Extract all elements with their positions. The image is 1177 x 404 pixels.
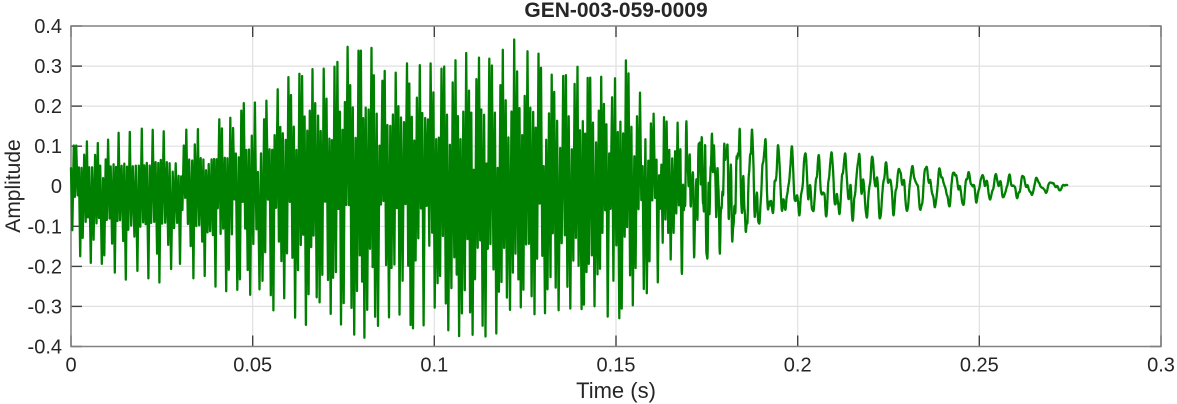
svg-text:-0.3: -0.3	[28, 296, 62, 318]
svg-text:-0.4: -0.4	[28, 337, 62, 359]
svg-text:0.1: 0.1	[34, 136, 62, 158]
svg-text:0.25: 0.25	[960, 355, 999, 377]
svg-text:0.1: 0.1	[420, 355, 448, 377]
svg-text:-0.1: -0.1	[28, 216, 62, 238]
svg-text:0.4: 0.4	[34, 16, 62, 38]
svg-text:0.05: 0.05	[233, 355, 272, 377]
svg-text:0.2: 0.2	[34, 96, 62, 118]
svg-text:Time (s): Time (s)	[576, 378, 656, 403]
svg-text:Amplitude: Amplitude	[2, 139, 25, 232]
svg-text:0: 0	[51, 176, 62, 198]
svg-text:0.2: 0.2	[784, 355, 812, 377]
svg-text:GEN-003-059-0009: GEN-003-059-0009	[524, 0, 707, 22]
svg-text:0: 0	[65, 355, 76, 377]
svg-text:0.3: 0.3	[1147, 355, 1175, 377]
svg-text:-0.2: -0.2	[28, 256, 62, 278]
svg-text:0.3: 0.3	[34, 56, 62, 78]
svg-text:0.15: 0.15	[597, 355, 636, 377]
